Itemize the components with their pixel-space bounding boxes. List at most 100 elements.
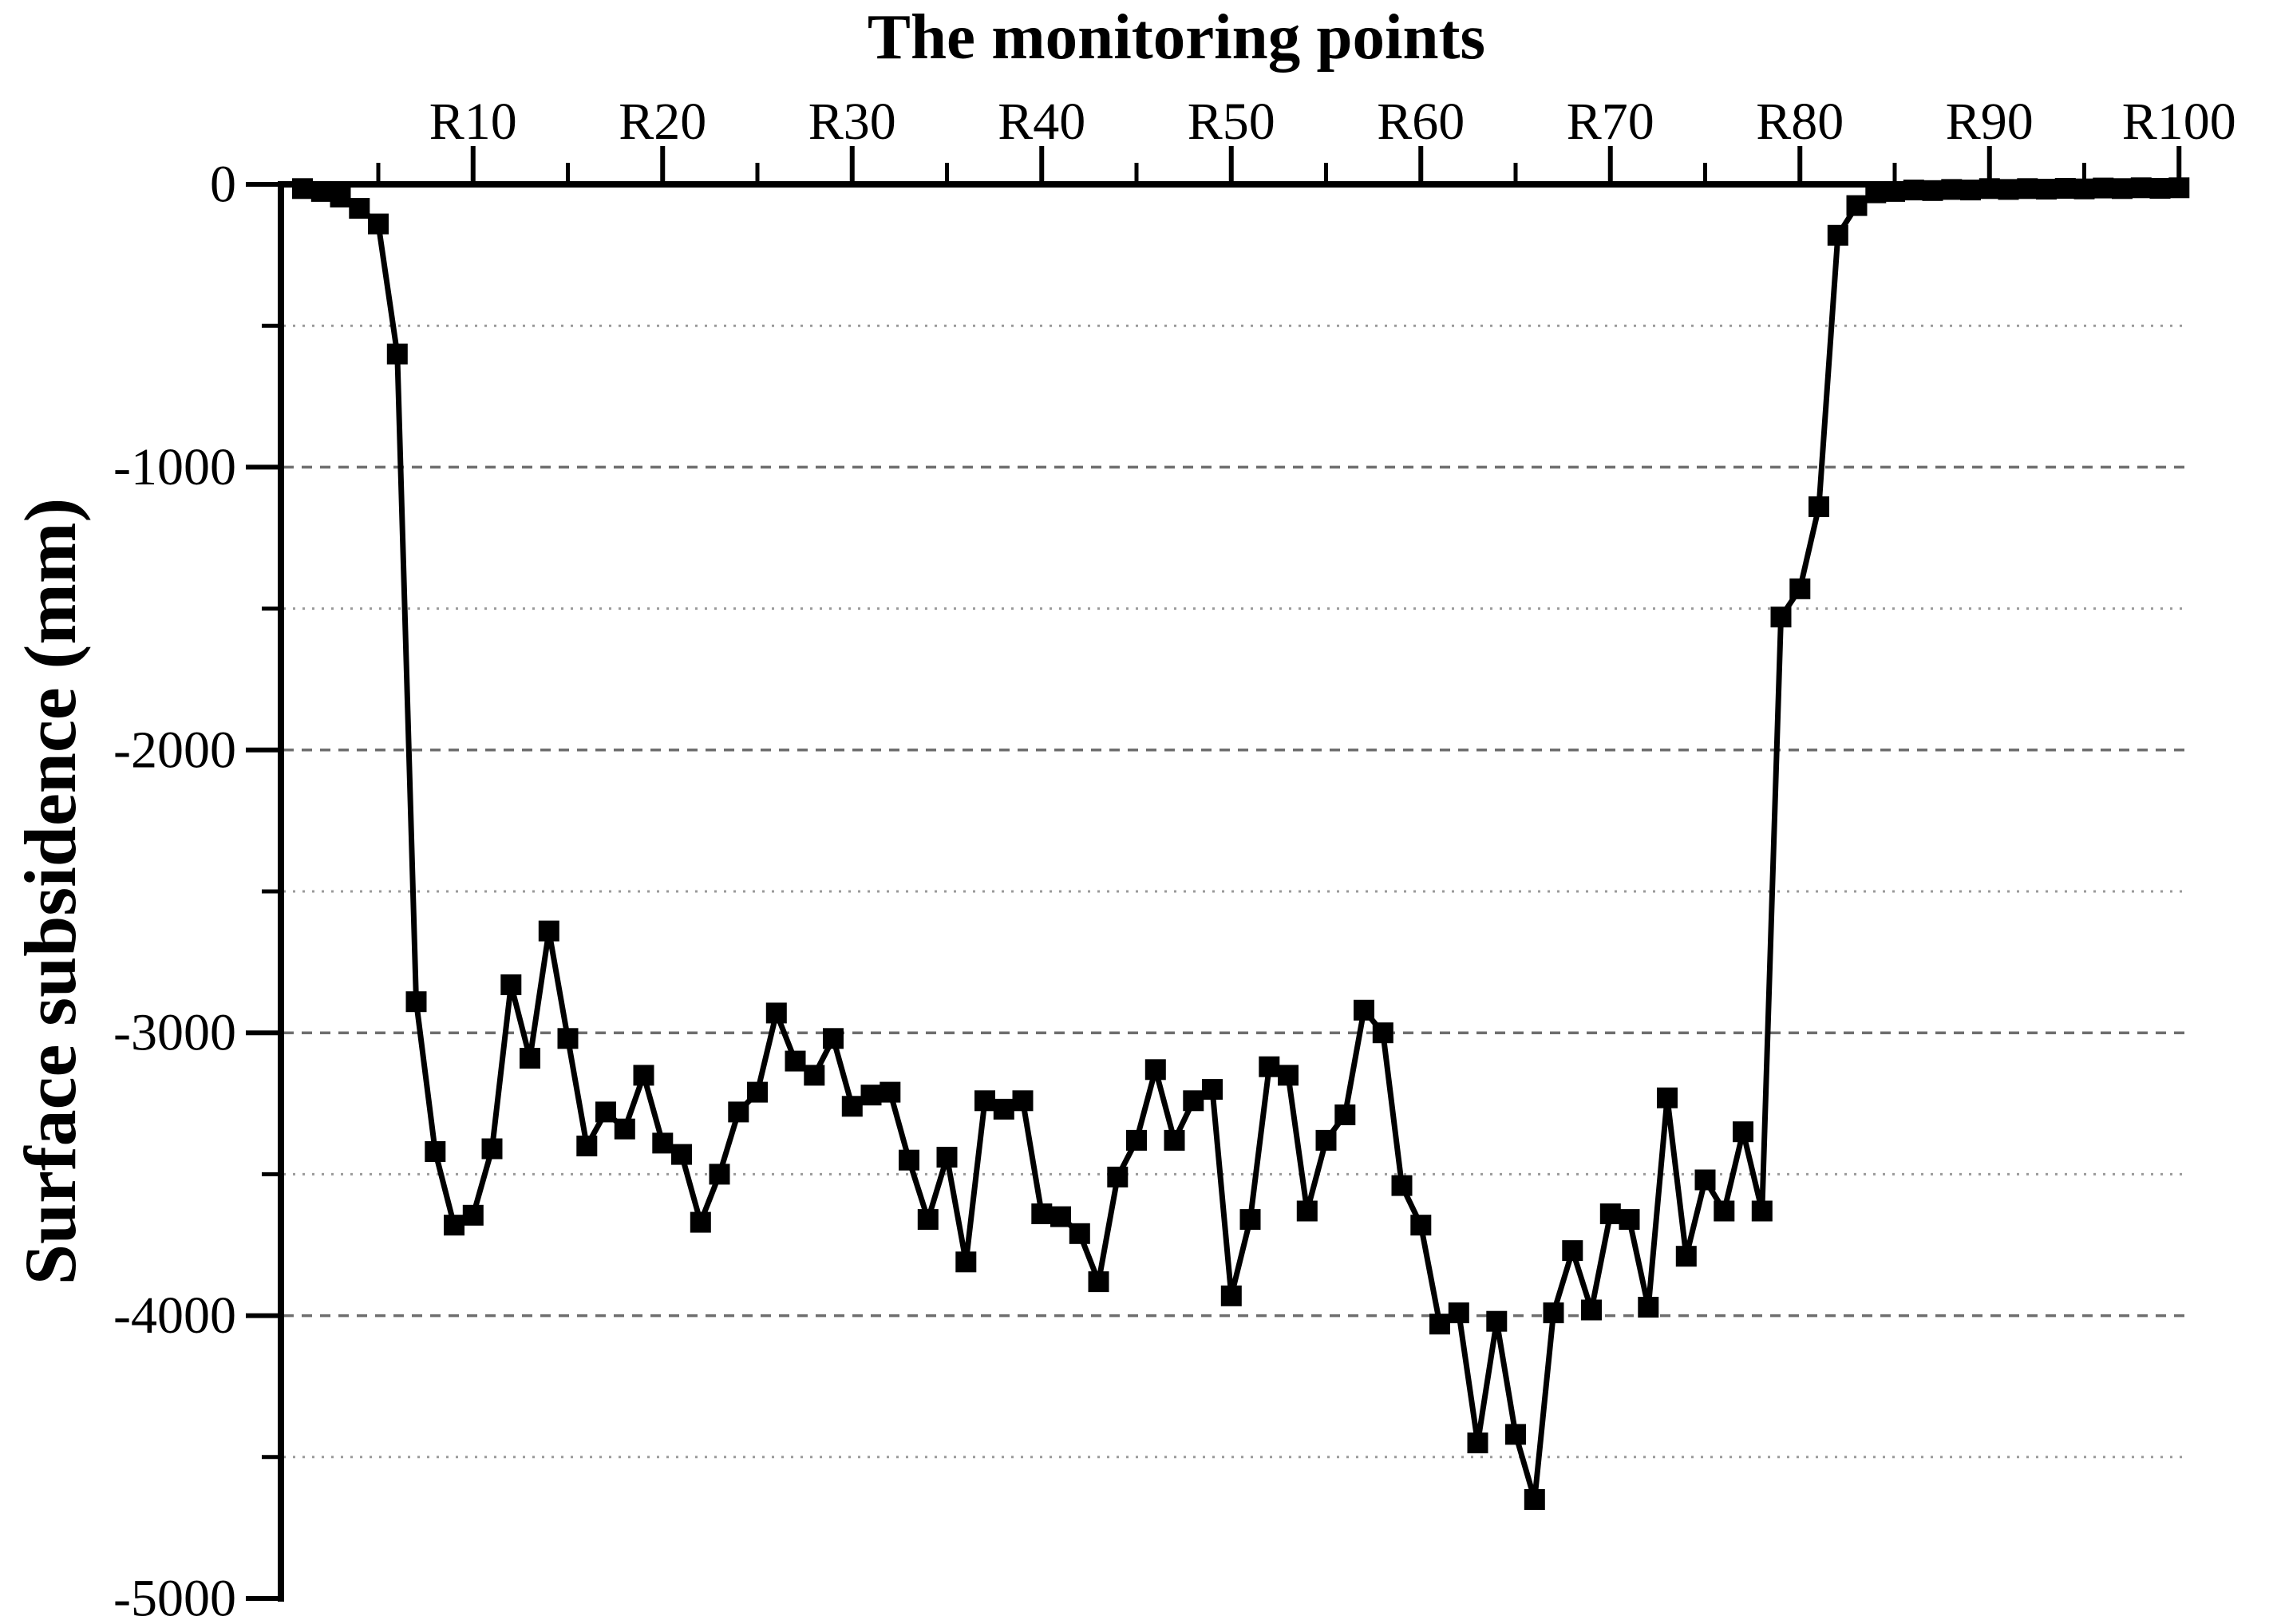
y-tick-label: -1000 xyxy=(113,438,236,496)
data-point xyxy=(1220,1285,1242,1306)
data-point xyxy=(880,1081,901,1103)
data-point xyxy=(1941,179,1963,200)
data-point xyxy=(1505,1424,1526,1445)
data-point xyxy=(2112,178,2133,200)
data-point xyxy=(841,1096,863,1117)
data-point xyxy=(1334,1104,1356,1125)
data-point xyxy=(1372,1022,1393,1044)
data-series-layer xyxy=(292,177,2190,1510)
data-point xyxy=(765,1002,787,1024)
data-point xyxy=(462,1204,484,1226)
data-point xyxy=(1183,1090,1204,1112)
data-point xyxy=(520,1048,540,1069)
data-point xyxy=(652,1132,674,1154)
data-point xyxy=(292,178,313,200)
data-point xyxy=(1069,1223,1090,1244)
x-tick-label: R90 xyxy=(1946,93,2034,151)
data-point xyxy=(2168,177,2190,199)
data-point xyxy=(1675,1246,1697,1267)
data-point xyxy=(1239,1209,1261,1231)
x-tick-label: R40 xyxy=(998,93,1085,151)
data-point xyxy=(1031,1203,1053,1224)
x-tick-label: R100 xyxy=(2122,93,2236,151)
data-point xyxy=(671,1144,692,1165)
data-point xyxy=(1126,1129,1147,1151)
y-tick-label: 0 xyxy=(210,156,236,214)
data-point xyxy=(1694,1169,1716,1191)
data-point xyxy=(1144,1059,1166,1081)
data-point xyxy=(1429,1314,1450,1335)
data-point xyxy=(2130,177,2152,199)
data-point xyxy=(557,1028,579,1049)
chart-title: The monitoring points xyxy=(867,1,1486,73)
y-tick-label: -2000 xyxy=(113,721,236,779)
data-point xyxy=(709,1164,730,1185)
data-point xyxy=(1599,1203,1621,1224)
data-point xyxy=(1751,1200,1773,1222)
x-tick-label: R10 xyxy=(429,93,517,151)
data-point xyxy=(2073,178,2095,200)
data-point xyxy=(993,1098,1014,1120)
data-point xyxy=(1865,182,1887,203)
data-point xyxy=(349,198,370,219)
data-point xyxy=(804,1065,825,1086)
data-point xyxy=(368,213,389,235)
data-point xyxy=(1448,1302,1469,1324)
data-point xyxy=(310,180,332,202)
data-point xyxy=(1581,1299,1602,1321)
data-point xyxy=(1978,178,2000,200)
x-tick-label: R70 xyxy=(1567,93,1654,151)
data-point xyxy=(1164,1129,1185,1151)
data-point xyxy=(747,1081,768,1103)
data-point xyxy=(1296,1200,1318,1222)
axes-layer xyxy=(246,146,2188,1602)
data-point xyxy=(1903,180,1924,201)
data-point xyxy=(936,1147,958,1168)
data-point xyxy=(728,1101,749,1123)
data-point xyxy=(1524,1489,1545,1510)
data-point xyxy=(481,1138,503,1160)
data-point xyxy=(1410,1215,1432,1236)
data-point xyxy=(785,1050,806,1072)
y-tick-label: -3000 xyxy=(113,1004,236,1062)
data-point xyxy=(576,1136,598,1156)
x-tick-label: R80 xyxy=(1756,93,1844,151)
data-point xyxy=(1733,1121,1753,1143)
data-point xyxy=(386,343,408,365)
data-point xyxy=(1278,1065,1299,1086)
data-point xyxy=(1543,1302,1564,1324)
data-point xyxy=(690,1211,711,1233)
data-point xyxy=(1562,1240,1583,1262)
data-point xyxy=(538,920,559,942)
data-point xyxy=(633,1065,654,1086)
data-point xyxy=(955,1251,977,1273)
data-point xyxy=(2036,179,2057,200)
y-tick-label: -4000 xyxy=(113,1286,236,1345)
data-point xyxy=(1315,1129,1337,1151)
data-point xyxy=(2093,177,2114,199)
data-point xyxy=(1107,1166,1129,1187)
data-point xyxy=(1657,1087,1678,1108)
gridlines-layer xyxy=(283,324,2188,1459)
data-point xyxy=(444,1215,464,1236)
data-point xyxy=(1202,1079,1223,1100)
data-point xyxy=(1846,195,1868,216)
x-tick-label: R20 xyxy=(619,93,706,151)
data-point xyxy=(1960,180,1981,201)
data-point xyxy=(614,1118,635,1140)
data-point xyxy=(1354,999,1374,1021)
data-point xyxy=(1619,1209,1640,1231)
data-point xyxy=(1714,1200,1735,1222)
data-point xyxy=(595,1101,616,1123)
data-point xyxy=(1088,1271,1109,1293)
data-point xyxy=(1809,496,1829,517)
data-point xyxy=(974,1090,995,1112)
data-point xyxy=(405,991,427,1013)
data-point xyxy=(1259,1056,1280,1077)
data-point xyxy=(917,1209,939,1231)
data-point xyxy=(1638,1297,1659,1318)
x-tick-label: R50 xyxy=(1188,93,1275,151)
data-point xyxy=(2054,178,2076,199)
data-point xyxy=(823,1028,844,1049)
data-point xyxy=(1467,1432,1488,1454)
